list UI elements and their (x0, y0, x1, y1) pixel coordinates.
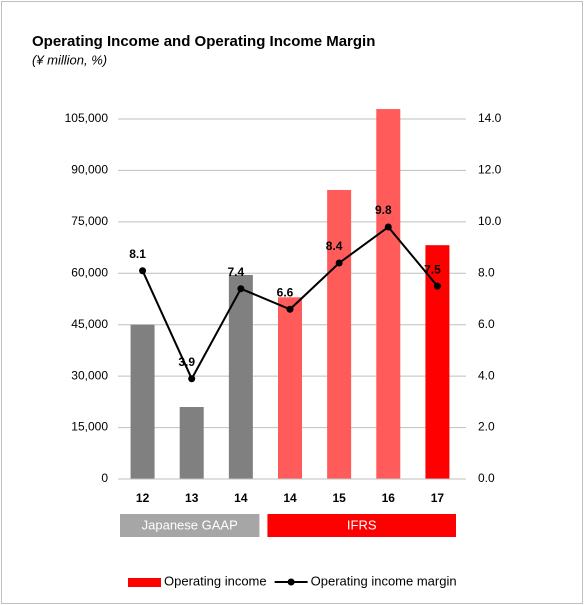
line-point (139, 267, 147, 275)
bar (228, 275, 253, 479)
y-tick-label: 45,000 (71, 317, 108, 331)
bar (376, 109, 401, 480)
y2-tick-label: 6.0 (478, 317, 495, 331)
group-label: IFRS (347, 517, 377, 532)
data-label: 7.5 (424, 262, 441, 276)
y-tick-label: 105,000 (65, 111, 109, 125)
x-tick-label: 15 (332, 491, 346, 505)
x-tick-label: 17 (431, 491, 445, 505)
bar (278, 297, 302, 479)
y-tick-label: 60,000 (71, 265, 108, 279)
y2-tick-label: 0.0 (478, 471, 495, 485)
bar (179, 407, 204, 479)
y2-tick-label: 4.0 (478, 368, 495, 382)
legend-swatch-point (287, 578, 295, 586)
x-tick-label: 12 (136, 491, 150, 505)
group-box (267, 514, 456, 537)
bar (130, 324, 155, 479)
x-tick-label: 13 (185, 491, 199, 505)
y2-tick-label: 2.0 (478, 420, 495, 434)
line-point (433, 282, 441, 290)
data-label: 8.1 (129, 247, 146, 261)
data-label: 7.4 (228, 265, 245, 279)
y-tick-label: 90,000 (71, 163, 108, 177)
line-point (335, 259, 343, 267)
y-tick-label: 30,000 (71, 368, 108, 382)
legend-label: Operating income margin (311, 573, 457, 588)
chart-title: Operating Income and Operating Income Ma… (32, 33, 375, 50)
legend-swatch (128, 578, 161, 587)
y2-tick-label: 12.0 (478, 163, 502, 177)
data-label: 8.4 (326, 239, 343, 253)
data-label: 3.9 (178, 355, 195, 369)
x-tick-label: 16 (382, 491, 396, 505)
y-tick-label: 15,000 (71, 420, 108, 434)
bar (327, 189, 352, 479)
x-tick-label: 14 (283, 491, 297, 505)
legend-label: Operating income (164, 573, 267, 588)
group-box (120, 514, 260, 537)
line-point (286, 305, 294, 313)
bar (425, 245, 450, 479)
x-tick-label: 14 (234, 491, 248, 505)
line-point (237, 285, 245, 293)
line-point (188, 375, 196, 383)
data-label: 9.8 (375, 203, 392, 217)
y2-tick-label: 10.0 (478, 214, 502, 228)
group-label: Japanese GAAP (142, 517, 238, 532)
y2-tick-label: 8.0 (478, 265, 495, 279)
y2-tick-label: 14.0 (478, 111, 502, 125)
chart-subtitle: (¥ million, %) (32, 52, 107, 67)
data-label: 6.6 (277, 285, 294, 299)
line-point (384, 223, 392, 231)
y-tick-label: 0 (101, 471, 108, 485)
y-tick-label: 75,000 (71, 214, 108, 228)
